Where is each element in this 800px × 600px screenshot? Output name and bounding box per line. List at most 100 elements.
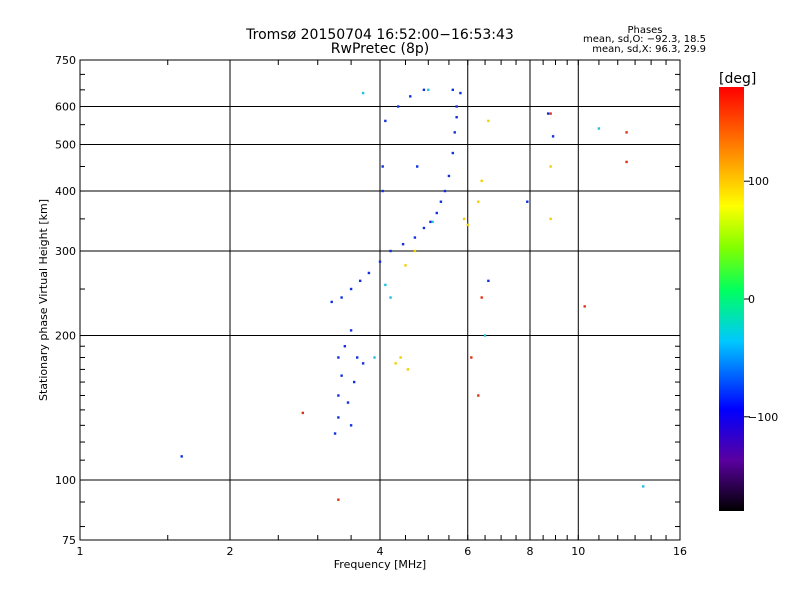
data-point [453,131,456,134]
data-point [549,112,552,115]
data-point [399,356,402,359]
x-axis-label: Frequency [MHz] [334,558,426,571]
data-point [546,112,550,115]
colorbar-gradient [719,87,744,511]
data-point [642,485,645,488]
data-point [422,88,426,92]
data-point [301,411,305,415]
data-point [337,416,340,419]
x-tick-label: 16 [673,545,687,558]
data-point [349,424,353,427]
colorbar-ticks: 100 0 −100 [744,175,778,424]
data-point [337,394,340,397]
data-point [352,380,356,384]
y-tick-label: 500 [55,139,76,152]
data-point [384,119,387,123]
data-point [439,200,443,203]
data-point [625,131,628,134]
data-point [477,394,480,397]
data-point [355,356,359,359]
data-point [340,296,343,299]
data-point [330,300,333,304]
data-point [337,356,340,359]
data-point [337,498,340,501]
x-tick-label: 1 [77,545,84,558]
colorbar-label: [deg] [719,71,756,87]
data-point [526,200,529,203]
data-point [358,279,362,283]
data-point [422,226,426,230]
data-point [413,249,417,253]
data-point [413,236,417,239]
stats-o-line: mean, sd,O: −92.3, 18.5 [583,34,706,45]
y-tick-label: 100 [55,474,76,487]
data-point [477,200,480,203]
stats-heading: Phases [627,25,662,36]
data-point [381,165,384,168]
data-point [455,105,458,108]
data-point [406,368,410,371]
data-point [415,165,419,168]
x-tick-label: 8 [527,545,534,558]
stats-x-line: mean, sd,X: 96.3, 29.9 [592,44,706,55]
y-tick-label: 200 [55,330,76,343]
data-point [455,116,458,119]
data-points [180,88,645,501]
data-point [459,91,462,95]
data-point [340,374,343,377]
data-point [367,271,371,275]
colorbar-tick-label: −100 [748,411,778,424]
data-point [373,356,376,359]
data-point [378,260,382,263]
chart-title: Tromsø 20150704 16:52:00−16:53:43 [245,27,514,43]
colorbar-tick-label: 0 [748,293,755,306]
data-point [551,135,555,138]
y-axis-label: Stationary phase Virtual Height [km] [37,199,50,401]
data-point [549,217,552,221]
data-point [409,95,412,98]
data-point [404,264,407,267]
data-point [343,345,347,348]
data-point [396,105,400,108]
y-tick-label: 75 [62,534,76,547]
data-point [431,220,434,224]
x-tick-label: 10 [571,545,585,558]
data-point [333,432,337,435]
data-point [389,249,392,253]
data-point [389,296,392,299]
data-point [480,296,483,299]
data-point [597,127,601,130]
data-point [346,401,350,404]
data-point [583,305,586,308]
grid-lines [80,60,680,540]
data-point [384,283,387,287]
data-point [451,151,455,155]
data-point [447,174,451,178]
data-point [470,356,473,359]
data-point [549,165,552,168]
data-point [429,220,432,224]
colorbar-tick-label: 100 [748,175,769,188]
data-point [487,279,490,283]
data-point [361,362,365,365]
y-tick-label: 300 [55,245,76,258]
y-tick-label: 600 [55,101,76,114]
data-point [466,223,469,227]
data-point [487,119,490,123]
x-axis-ticks: 1 2 4 6 8 10 16 [77,60,687,558]
data-point [394,362,397,365]
data-point [349,287,353,291]
data-point [381,189,384,193]
x-tick-label: 6 [464,545,471,558]
data-point [401,242,405,246]
data-point [451,88,455,92]
data-point [435,211,438,215]
data-point [480,179,483,183]
data-point [462,217,466,221]
data-point [625,160,628,164]
data-point [361,91,365,95]
y-axis-ticks: 75 100 200 300 400 500 600 750 [55,54,680,547]
data-point [180,455,183,458]
colorbar: [deg] 100 0 −100 [719,71,778,511]
